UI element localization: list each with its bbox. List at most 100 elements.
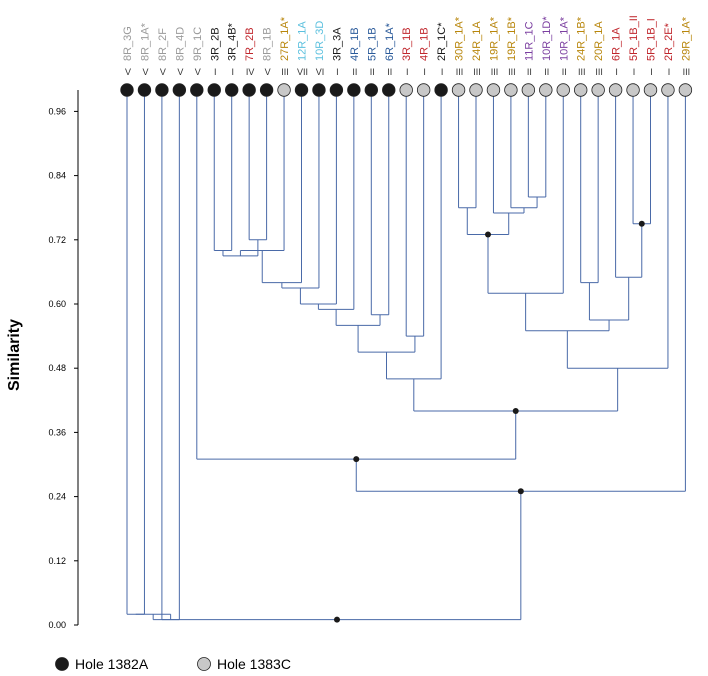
leaf-marker (207, 83, 221, 97)
leaf-marker (224, 83, 239, 97)
leaf-group: III (491, 67, 499, 77)
leaf-marker (242, 83, 256, 97)
leaf-group: I (650, 67, 653, 77)
leaf-label: 8R_3G (122, 26, 134, 61)
leaf-group: III (595, 67, 603, 77)
leaf-marker (556, 83, 570, 97)
leaf-label: 30R_1A* (454, 16, 466, 61)
leaf-marker (120, 83, 134, 97)
link-C1 (161, 90, 180, 621)
y-tick-label: 0.36 (48, 427, 66, 437)
leaf-marker (539, 83, 553, 97)
leaf-group: I (231, 67, 234, 77)
leaf-marker (155, 83, 169, 97)
y-tick-label: 0.24 (48, 492, 66, 502)
leaf-label: 5R_1B_I (646, 18, 658, 61)
leaf-label: 3R_1B (401, 27, 413, 61)
y-tick-label: 0.96 (48, 106, 66, 116)
leaf-group: II (387, 67, 392, 77)
leaf-marker (574, 83, 588, 97)
leaf-label: 8R_1A* (139, 22, 151, 61)
legend: Hole 1382A Hole 1383C (55, 656, 291, 672)
node-dot (334, 616, 341, 623)
leaf-marker (172, 83, 187, 97)
leaf-marker (137, 83, 152, 97)
link-B1 (413, 368, 619, 412)
y-axis: 0.00 0.12 0.24 0.36 0.48 0.60 0.72 0.84 0.96 (48, 90, 79, 630)
leaf-group: III (508, 67, 516, 77)
leaf-label: 5R_1B (366, 27, 378, 61)
leaf-group: V (195, 67, 201, 77)
leaf-label: 29R_1A* (680, 16, 692, 61)
leaf-label: 11R_1C (523, 21, 535, 61)
node-dot (353, 456, 360, 463)
link-L5 (261, 90, 302, 284)
leaf-group: III (456, 67, 464, 77)
leaf-marker (364, 83, 379, 97)
leaf-marker (399, 83, 413, 97)
leaf-marker (382, 83, 396, 97)
leaf-label: 3R_3A (331, 27, 343, 61)
link-L13 (386, 90, 442, 380)
dendrogram-links (126, 90, 686, 623)
link-R10 (588, 277, 630, 321)
leaf-label: 3R_2B (209, 27, 221, 61)
leaf-marker (259, 83, 274, 97)
link-R2 (527, 90, 547, 198)
leaf-group: II (370, 67, 375, 77)
leaf-marker (591, 83, 605, 97)
leaf-marker (661, 83, 675, 97)
y-tick-label: 0.60 (48, 299, 66, 309)
leaf-group: VII (297, 67, 308, 77)
leaf-group: III (473, 67, 481, 77)
leaf-marker (416, 83, 431, 97)
link-R7 (632, 90, 651, 225)
y-axis-label: Similarity (6, 319, 23, 391)
link-C2 (126, 90, 145, 615)
link-L4 (239, 90, 285, 256)
leaf-label: 24R_1B* (576, 16, 588, 61)
leaf-label: 5R_1B_II (628, 15, 640, 61)
link-L7 (299, 90, 337, 305)
leaf-label: 7R_2B (244, 27, 256, 61)
leaf-label: 19R_1A* (488, 16, 500, 61)
link-R9 (580, 90, 599, 284)
leaf-label: 4R_1B (419, 27, 431, 61)
node-dot (512, 408, 519, 414)
leaf-group: I (668, 67, 671, 77)
y-tick-label: 0.84 (48, 171, 66, 181)
leaf-group: II (527, 67, 532, 77)
leaf-labels: V 8R_3G V 8R_1A* V 8R_2F V 8R_4D V 9R_1C I 3R_2B I 3R… (122, 15, 692, 77)
leaf-label: 10R_1D* (541, 16, 553, 61)
leaf-marker (608, 83, 623, 97)
link-B2 (196, 90, 517, 460)
link-L11 (405, 90, 425, 337)
link-L6 (281, 90, 320, 289)
leaf-group: I (406, 67, 409, 77)
leaf-marker (294, 83, 309, 97)
y-tick-label: 0.12 (48, 556, 66, 566)
leaf-group: I (423, 67, 426, 77)
legend-marker (55, 657, 69, 671)
link-ROOT (152, 491, 522, 621)
leaf-group: III (578, 67, 586, 77)
leaf-label: 24R_1A (471, 21, 483, 61)
leaf-markers (120, 83, 693, 97)
y-tick-label: 0.48 (48, 363, 66, 373)
leaf-group: II (544, 67, 549, 77)
leaf-label: 10R_3D (314, 21, 326, 61)
leaf-label: 10R_1A* (558, 16, 570, 61)
link-R1 (458, 90, 477, 209)
leaf-label: 2R_1C* (436, 22, 448, 61)
leaf-label: 6R_1A* (384, 22, 396, 61)
leaf-group: V (160, 67, 166, 77)
leaf-label: 27R_1A* (279, 16, 291, 61)
leaf-group: V (265, 67, 271, 77)
leaf-group: III (281, 67, 289, 77)
leaf-label: 4R_1B (349, 27, 361, 61)
leaf-group: II (562, 67, 567, 77)
node-dot (484, 231, 491, 238)
leaf-label: 2R_2E* (663, 22, 675, 61)
leaf-label: 8R_2F (157, 28, 169, 61)
leaf-label: 8R_1B (262, 27, 274, 61)
